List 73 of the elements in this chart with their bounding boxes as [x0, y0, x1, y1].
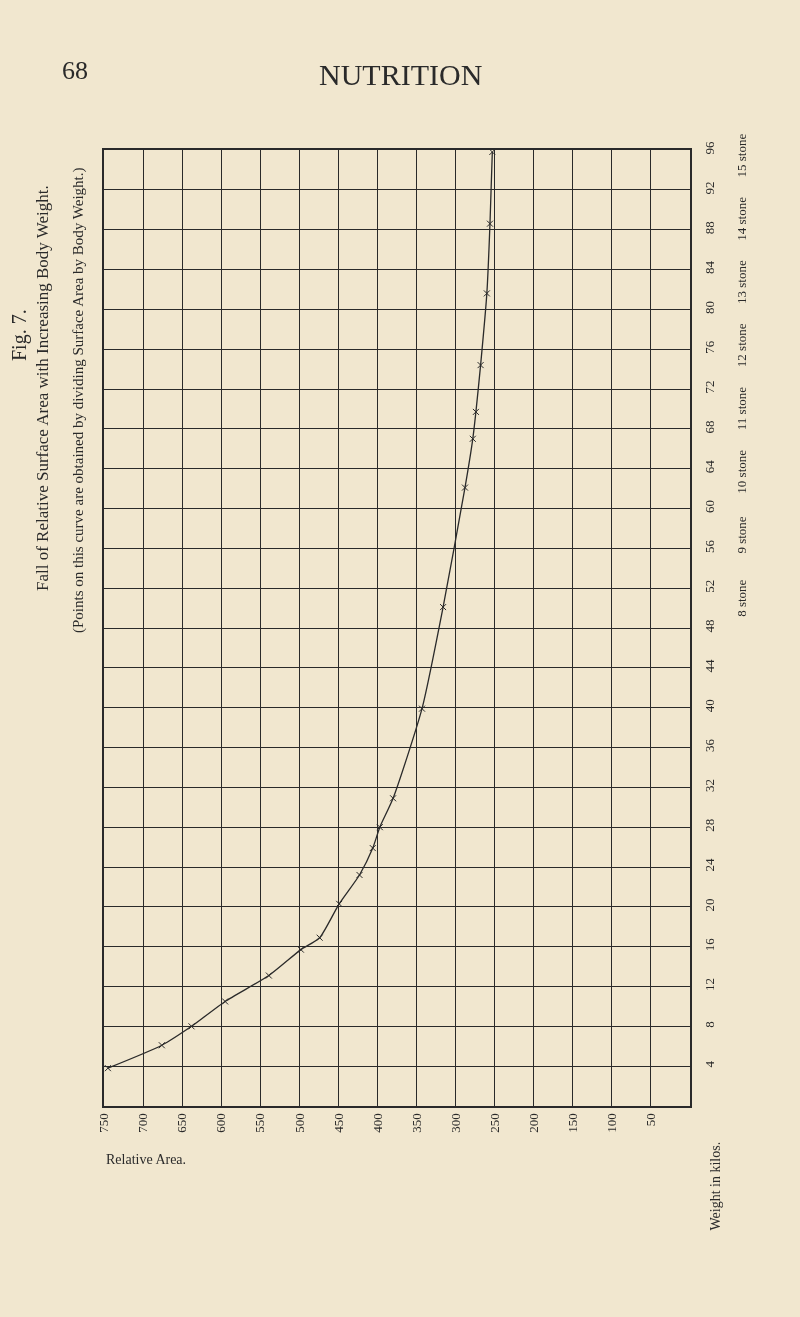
point	[297, 946, 305, 954]
point	[439, 603, 447, 611]
point	[472, 408, 480, 416]
x-tick-label: 250	[486, 1113, 502, 1133]
x-tick-label: 450	[330, 1113, 346, 1133]
point	[356, 871, 363, 879]
y-tick-label: 16	[701, 937, 717, 952]
y-tick-label: 32	[701, 778, 717, 792]
y2-tick-label: 10 stone	[734, 449, 749, 494]
y-tick-label: 76	[701, 340, 717, 354]
point	[486, 220, 494, 228]
point	[158, 1041, 166, 1049]
point	[376, 823, 384, 831]
y2-tick-label: 14 stone	[734, 196, 749, 241]
point	[418, 705, 426, 713]
point	[221, 997, 229, 1005]
y-tick-label: 12	[701, 978, 717, 992]
x-tick-label: 550	[252, 1113, 268, 1133]
point	[483, 289, 491, 297]
x-tick-label: 400	[369, 1113, 385, 1133]
y-tick-label: 80	[701, 300, 717, 314]
x-tick-label: 500	[291, 1113, 307, 1133]
y2-tick-label: 8 stone	[734, 579, 749, 617]
y-tick-label: 88	[701, 221, 717, 235]
x-tick-label: 300	[447, 1113, 463, 1133]
text: 68	[62, 56, 88, 85]
x-tick-label: 150	[565, 1113, 581, 1133]
y-tick-label: 64	[701, 459, 717, 474]
text: (Points on this curve are obtained by dividing Surface Area by Body Weight.)	[70, 167, 87, 633]
point	[369, 844, 377, 852]
y-tick-label: 24	[701, 858, 717, 872]
point	[316, 934, 324, 942]
point	[188, 1022, 196, 1030]
x-axis-title: Relative Area.	[106, 1152, 187, 1167]
caption: Fig. 7.	[8, 309, 31, 361]
point	[469, 435, 477, 443]
y-tick-label: 4	[701, 1060, 717, 1068]
x-tick-label: 350	[408, 1113, 424, 1133]
y-tick-label: 68	[701, 420, 717, 434]
point	[477, 361, 485, 369]
text: NUTRITION	[319, 58, 483, 91]
point	[265, 972, 273, 980]
y-axis-title: Weight in kilos.	[707, 1141, 723, 1231]
x-tick-label: 200	[525, 1113, 541, 1133]
y2-tick-label: 13 stone	[734, 260, 749, 304]
y-tick-label: 96	[701, 141, 717, 155]
x-tick-label: 750	[96, 1113, 112, 1133]
point	[104, 1064, 112, 1072]
y-tick-label: 28	[701, 818, 717, 832]
point	[389, 794, 397, 802]
y-tick-label: 36	[701, 738, 717, 753]
y-tick-label: 60	[701, 500, 717, 514]
y2-tick-label: 12 stone	[734, 323, 749, 368]
x-tick-label: 650	[174, 1113, 190, 1133]
y-tick-label: 20	[701, 898, 717, 912]
text: Fall of Relative Surface Area with Increasing Body Weight.	[33, 185, 52, 591]
y2-tick-label: 15 stone	[734, 133, 749, 178]
y-tick-label: 40	[701, 699, 717, 713]
y-tick-label: 52	[701, 579, 717, 593]
x-tick-label: 700	[135, 1113, 151, 1133]
y-tick-label: 72	[701, 380, 717, 394]
y-tick-label: 8	[701, 1021, 717, 1028]
x-tick-label: 600	[213, 1113, 229, 1133]
x-tick-label: 50	[643, 1113, 659, 1127]
y2-tick-label: 9 stone	[734, 516, 749, 554]
y2-tick-label: 11 stone	[734, 386, 749, 431]
y-tick-label: 56	[701, 539, 717, 553]
point	[461, 484, 469, 492]
y-tick-label: 84	[701, 260, 717, 275]
y-tick-label: 44	[701, 658, 717, 673]
x-tick-label: 100	[604, 1113, 620, 1133]
y-tick-label: 48	[701, 619, 717, 633]
y-tick-label: 92	[701, 181, 717, 195]
